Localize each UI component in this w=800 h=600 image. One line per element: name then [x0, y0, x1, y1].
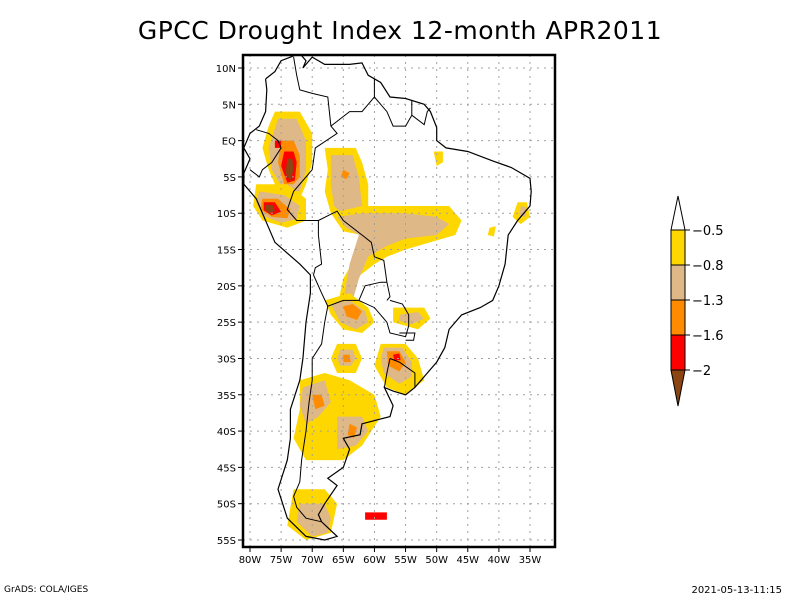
colorbar-label: −1.6	[692, 329, 724, 344]
x-axis-ticks: 80W 75W 70W 65W 60W 55W 50W 45W 40W 35W	[239, 547, 542, 566]
drought-area-ecuador-small	[274, 140, 282, 148]
drought-area-amazon-west	[330, 155, 362, 217]
colorbar-band	[670, 334, 686, 371]
country-border	[358, 299, 410, 338]
country-border	[330, 78, 375, 127]
country-borders-layer	[249, 57, 431, 523]
drought-area-chaco	[343, 304, 362, 320]
y-axis-ticks: 10N 5N EQ 5S 10S 15S 20S 25S 30S 35S 40S 45S 50S 55S	[216, 64, 243, 547]
y-tick-label: 35S	[217, 391, 236, 402]
y-tick-label: 15S	[217, 246, 236, 257]
drought-area-falklands	[365, 512, 387, 520]
y-tick-label: 45S	[217, 463, 236, 474]
coastline	[243, 55, 532, 541]
coastline-layer	[243, 55, 532, 541]
drought-area-peru-central	[264, 204, 275, 214]
country-border	[383, 358, 391, 388]
grads-credit: GrADS: COLA/IGES	[4, 585, 89, 595]
y-tick-label: 50S	[217, 500, 236, 511]
drought-area-brazil-central	[337, 213, 450, 301]
y-tick-label: 5N	[222, 100, 236, 111]
country-border	[286, 57, 338, 276]
country-border	[389, 358, 416, 388]
colorbar-band	[670, 229, 686, 266]
y-tick-label: 30S	[217, 354, 236, 365]
drought-area-bahia	[487, 226, 496, 237]
country-border	[313, 274, 387, 307]
x-tick-label: 50W	[425, 555, 448, 566]
country-border	[318, 210, 391, 301]
colorbar-label: −1.3	[692, 294, 724, 309]
country-border	[411, 107, 431, 126]
colorbar-label: −0.8	[692, 259, 724, 274]
y-tick-label: 40S	[217, 427, 236, 438]
y-tick-label: 5S	[223, 173, 236, 184]
y-tick-label: 55S	[217, 536, 236, 547]
x-tick-label: 45W	[456, 555, 479, 566]
y-tick-label: 10N	[216, 64, 236, 75]
colorbar-legend: −0.5 −0.8 −1.3 −1.6 −2	[670, 195, 724, 407]
x-tick-label: 55W	[394, 555, 417, 566]
colorbar-band	[670, 299, 686, 336]
drought-area-ecuador-peru-north	[285, 158, 294, 181]
timestamp: 2021-05-13-11:15	[691, 585, 782, 596]
x-tick-label: 40W	[488, 555, 511, 566]
y-tick-label: EQ	[222, 137, 236, 148]
x-tick-label: 70W	[301, 555, 324, 566]
x-tick-label: 35W	[519, 555, 542, 566]
x-tick-label: 65W	[332, 555, 355, 566]
colorbar-bottom-triangle	[670, 369, 686, 407]
drought-area-cordoba	[343, 354, 351, 363]
colorbar-top-triangle	[670, 195, 686, 231]
colorbar-label: −0.5	[692, 224, 724, 239]
colorbar-band	[670, 264, 686, 301]
y-tick-label: 10S	[217, 209, 236, 220]
x-tick-label: 80W	[239, 555, 262, 566]
plot-frame	[241, 53, 557, 549]
country-border	[293, 306, 329, 523]
drought-shading-layer	[253, 111, 530, 540]
country-border	[374, 96, 413, 127]
x-tick-label: 75W	[270, 555, 293, 566]
drought-area-argentina-mid	[312, 394, 325, 410]
country-border	[399, 332, 416, 341]
y-tick-label: 25S	[217, 318, 236, 329]
colorbar-label: −2	[692, 364, 711, 379]
y-tick-label: 20S	[217, 282, 236, 293]
drought-area-argentina-mid	[347, 423, 357, 439]
drought-area-ne-brazil	[519, 206, 527, 217]
grid-lines	[243, 55, 555, 547]
country-border	[249, 129, 282, 178]
x-tick-label: 60W	[363, 555, 386, 566]
drought-area-amapa	[433, 151, 443, 166]
chart-title: GPCC Drought Index 12-month APR2011	[137, 16, 663, 45]
